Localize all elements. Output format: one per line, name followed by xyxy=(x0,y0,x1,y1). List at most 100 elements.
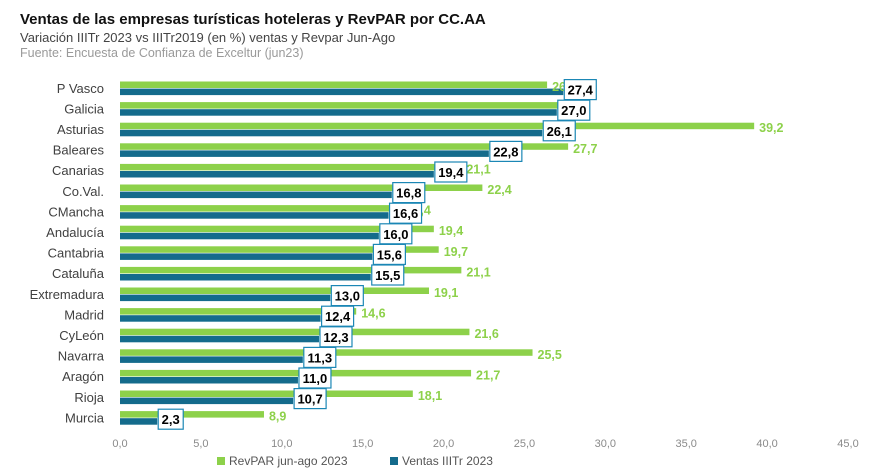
ventas-bar xyxy=(120,335,319,343)
revpar-bar xyxy=(120,225,434,233)
revpar-data-label: 14,6 xyxy=(361,307,385,321)
ventas-data-label: 13,0 xyxy=(335,289,360,304)
category-label: CMancha xyxy=(48,204,104,219)
revpar-data-label: 18,1 xyxy=(418,389,442,403)
ventas-bar xyxy=(120,88,564,96)
ventas-label-box xyxy=(542,120,576,142)
revpar-data-label: 21,7 xyxy=(476,368,500,382)
ventas-data-label: 22,8 xyxy=(493,144,518,159)
ventas-label-box xyxy=(388,202,423,224)
legend-label-revpar: RevPAR jun-ago 2023 xyxy=(229,454,348,468)
category-label: Galicia xyxy=(64,101,105,116)
ventas-label-box xyxy=(434,161,468,183)
revpar-data-label: 19,4 xyxy=(439,224,463,238)
ventas-data-label: 15,5 xyxy=(375,268,400,283)
x-tick-label: 10,0 xyxy=(271,438,292,450)
x-tick-label: 45,0 xyxy=(837,438,858,450)
ventas-bar xyxy=(120,294,331,302)
category-label: Cataluña xyxy=(52,266,105,281)
revpar-data-label: 19,7 xyxy=(444,245,468,259)
ventas-data-label: 12,3 xyxy=(323,330,348,345)
revpar-bar xyxy=(120,163,462,171)
ventas-bar xyxy=(120,212,389,219)
category-label: Madrid xyxy=(64,307,104,322)
ventas-data-label: 11,3 xyxy=(308,350,333,365)
category-label: Murcia xyxy=(65,410,105,425)
revpar-data-label: 22,4 xyxy=(487,183,511,197)
x-tick-label: 5,0 xyxy=(193,438,208,450)
category-label: P Vasco xyxy=(57,81,104,96)
ventas-bar xyxy=(120,171,434,178)
revpar-data-label: 21,1 xyxy=(466,162,490,176)
ventas-data-label: 10,7 xyxy=(297,392,322,407)
ventas-bar xyxy=(120,150,489,157)
ventas-label-box xyxy=(489,140,523,162)
ventas-bar xyxy=(120,315,321,322)
ventas-label-box xyxy=(319,326,353,348)
category-label: Co.Val. xyxy=(62,184,104,199)
ventas-bar xyxy=(120,397,294,405)
category-label: Cantabria xyxy=(48,246,105,261)
ventas-bar xyxy=(120,253,373,260)
revpar-data-label: 27,7 xyxy=(573,142,597,156)
chart-source: Fuente: Encuesta de Confianza de Exceltu… xyxy=(20,46,304,60)
revpar-bar xyxy=(120,308,357,315)
ventas-data-label: 16,8 xyxy=(396,186,421,201)
category-label: Navarra xyxy=(58,349,105,364)
ventas-label-box xyxy=(157,408,184,430)
ventas-data-label: 16,0 xyxy=(383,227,408,242)
revpar-bar xyxy=(120,369,472,377)
x-tick-label: 40,0 xyxy=(756,438,777,450)
x-tick-label: 25,0 xyxy=(514,438,535,450)
chart-title: Ventas de las empresas turísticas hotele… xyxy=(20,11,486,28)
ventas-bar xyxy=(120,232,379,240)
x-tick-label: 35,0 xyxy=(676,438,697,450)
revpar-bar xyxy=(120,122,755,130)
category-label: Extremadura xyxy=(30,287,105,302)
ventas-label-box xyxy=(557,99,591,121)
ventas-bar xyxy=(120,274,371,281)
revpar-data-label: 8,9 xyxy=(269,410,286,424)
ventas-bar xyxy=(120,191,392,199)
ventas-label-box xyxy=(372,243,406,265)
x-tick-label: 0,0 xyxy=(112,438,127,450)
ventas-label-box xyxy=(371,264,405,286)
ventas-data-label: 2,3 xyxy=(162,412,180,427)
category-label: CyLeón xyxy=(59,328,104,343)
revpar-bar xyxy=(120,246,439,253)
ventas-bar xyxy=(120,377,298,384)
ventas-data-label: 15,6 xyxy=(377,247,402,262)
ventas-bar xyxy=(120,109,557,116)
ventas-label-box xyxy=(298,367,332,389)
x-tick-label: 15,0 xyxy=(352,438,373,450)
revpar-bar xyxy=(120,184,483,191)
revpar-bar xyxy=(120,205,402,212)
revpar-bar xyxy=(120,143,569,150)
ventas-data-label: 19,4 xyxy=(438,165,464,180)
ventas-bar xyxy=(120,356,303,363)
ventas-bar xyxy=(120,129,543,137)
x-tick-label: 20,0 xyxy=(433,438,454,450)
ventas-data-label: 27,4 xyxy=(568,83,594,98)
category-label: Baleares xyxy=(53,143,105,158)
legend-label-ventas: Ventas IIITr 2023 xyxy=(402,454,493,468)
revpar-bar xyxy=(120,81,548,88)
revpar-bar xyxy=(120,102,561,109)
category-label: Andalucía xyxy=(46,225,105,240)
revpar-bar xyxy=(120,411,264,418)
ventas-label-box xyxy=(293,388,327,410)
x-tick-label: 30,0 xyxy=(595,438,616,450)
revpar-data-label: 21,1 xyxy=(466,265,490,279)
category-label: Aragón xyxy=(62,369,104,384)
revpar-bar xyxy=(120,328,470,336)
revpar-data-label: 19,1 xyxy=(434,286,458,300)
ventas-bar xyxy=(120,418,158,425)
category-label: Canarias xyxy=(52,163,105,178)
category-label: Rioja xyxy=(74,390,104,405)
revpar-bar xyxy=(120,287,429,294)
category-label: Asturias xyxy=(57,122,104,137)
revpar-bar xyxy=(120,266,462,274)
chart-subtitle: Variación IIITr 2023 vs IIITr2019 (en %)… xyxy=(20,30,396,45)
legend-swatch-revpar xyxy=(217,457,225,465)
ventas-data-label: 27,0 xyxy=(561,103,586,118)
